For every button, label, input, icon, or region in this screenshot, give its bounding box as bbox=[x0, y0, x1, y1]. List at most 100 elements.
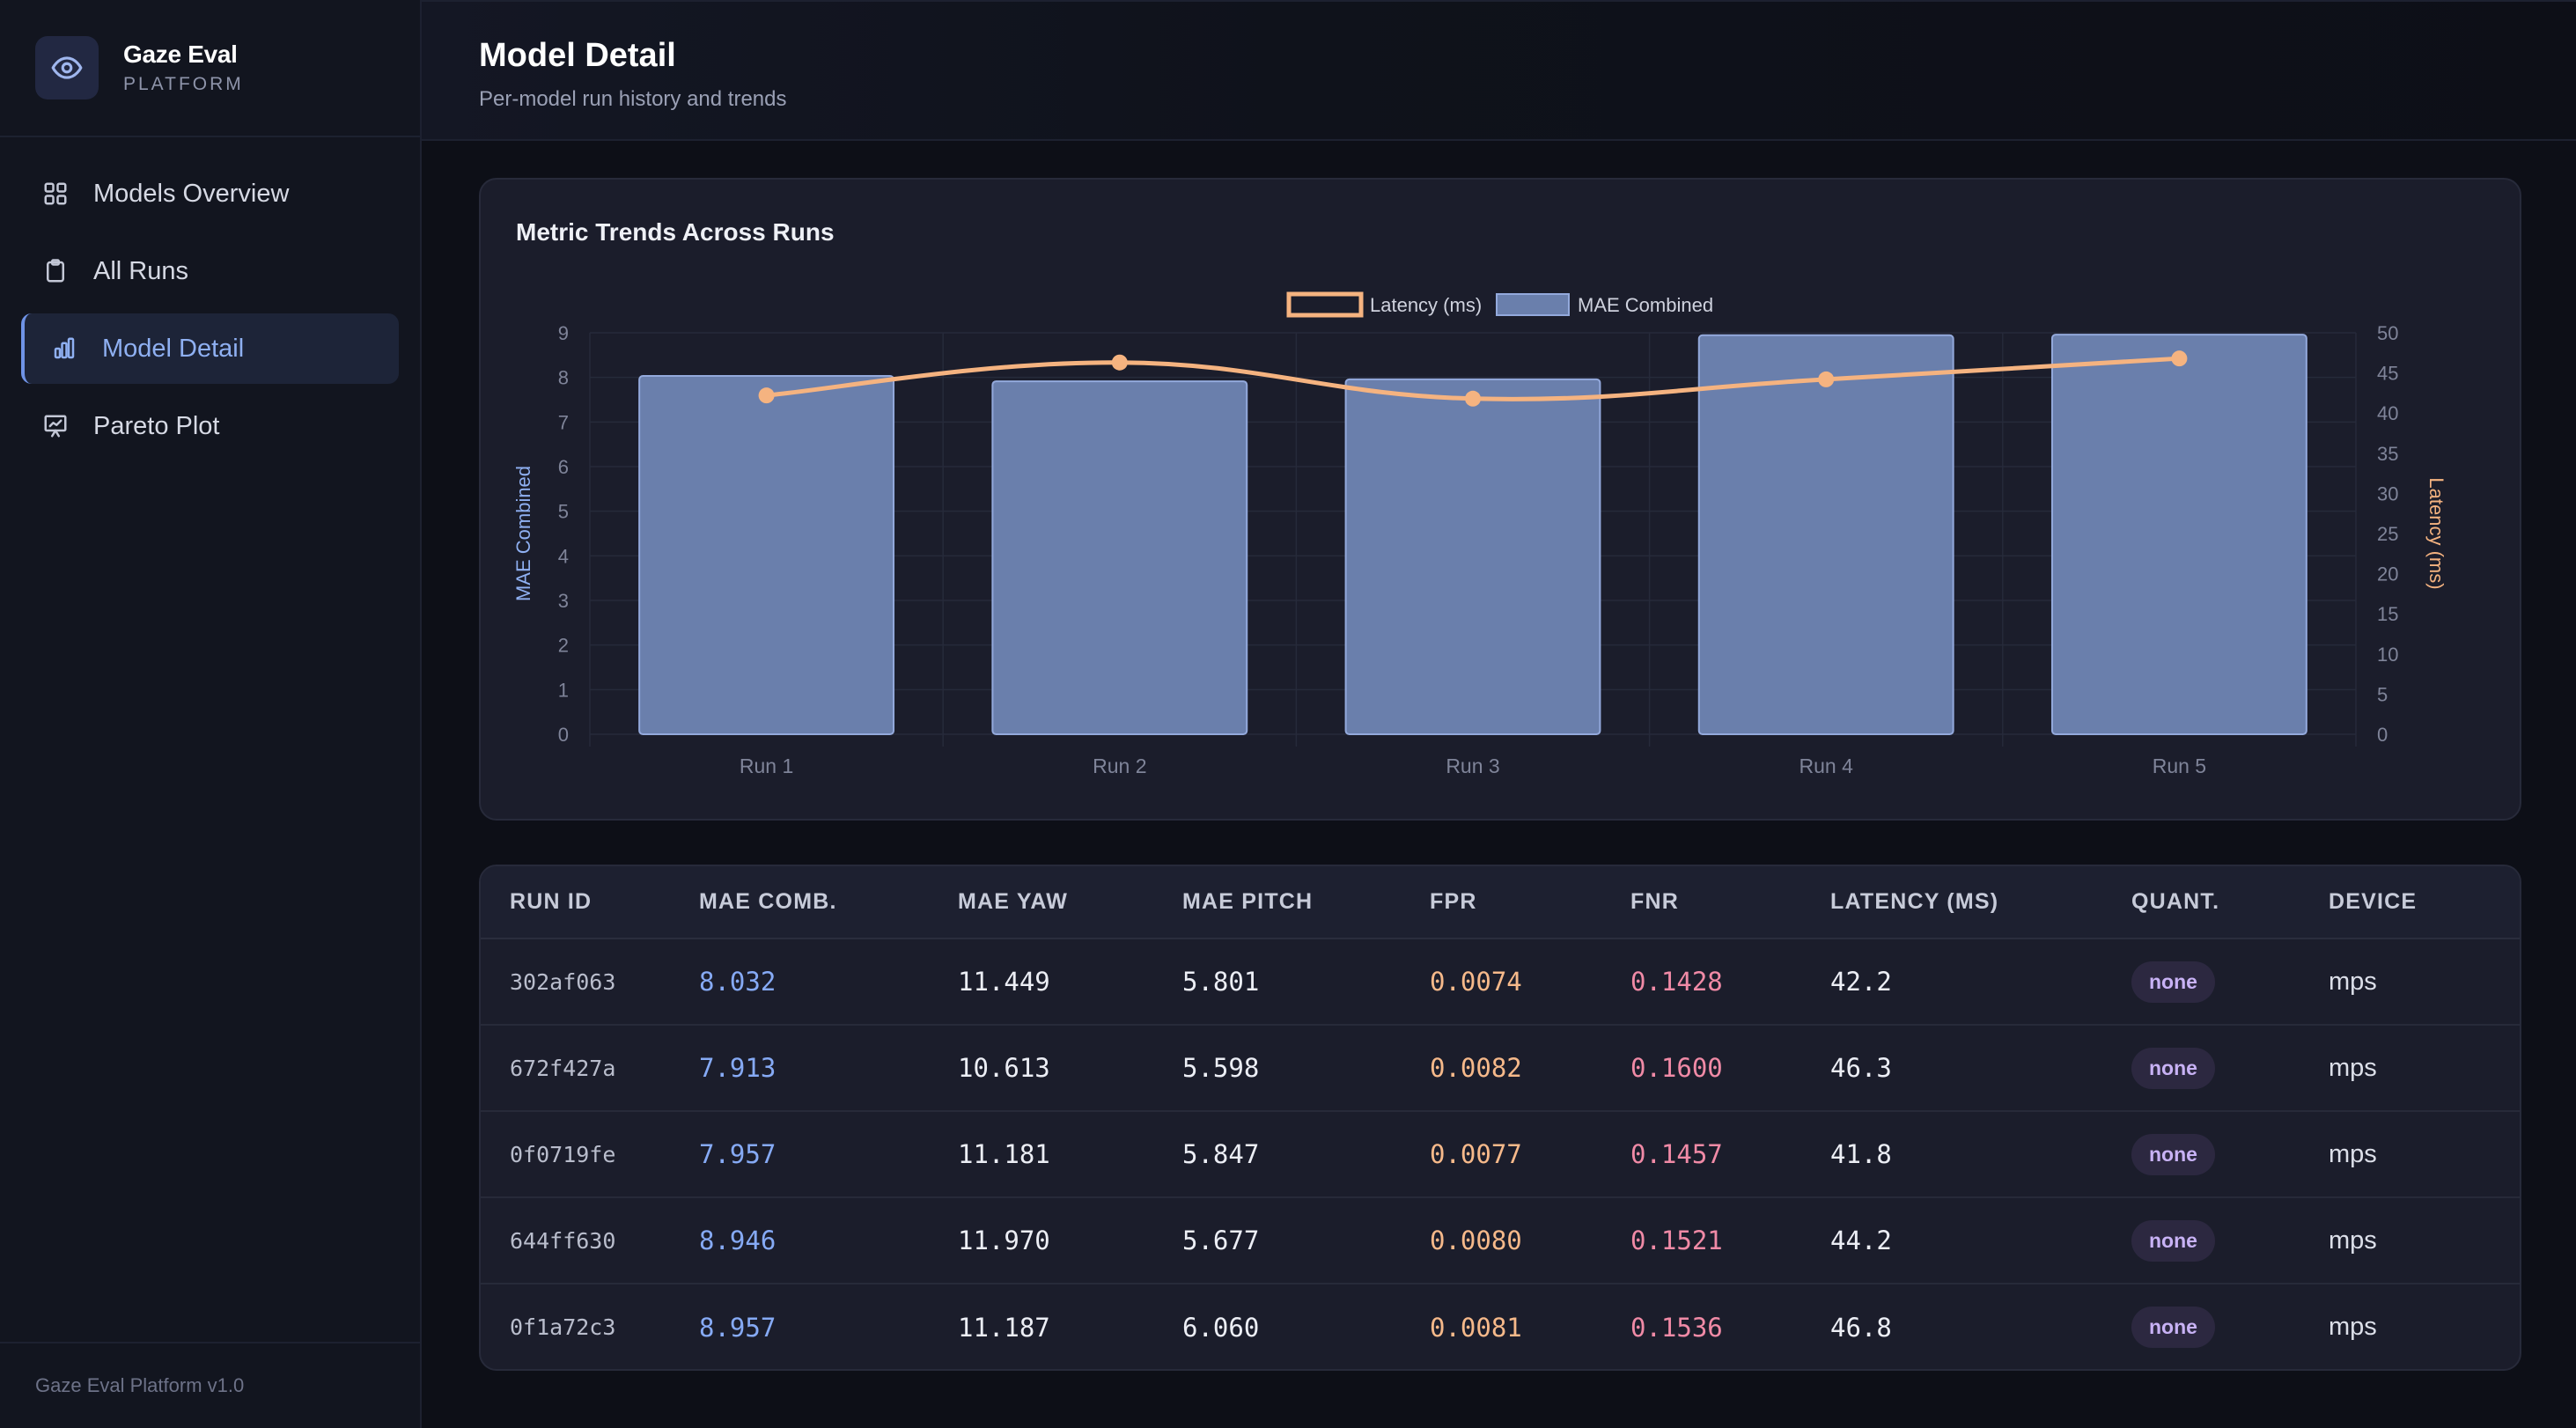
legend-label-mae: MAE Combined bbox=[1578, 294, 1713, 316]
cell-mae-pitch: 5.847 bbox=[1182, 1111, 1430, 1198]
column-header-mae-yaw[interactable]: MAE YAW bbox=[958, 866, 1182, 939]
bar-mae-combined bbox=[1344, 378, 1601, 735]
point-latency bbox=[1465, 390, 1481, 407]
page-subtitle: Per-model run history and trends bbox=[479, 87, 787, 111]
table-body: 302af063 8.032 11.449 5.801 0.0074 0.1428 42.2… bbox=[481, 939, 2520, 1369]
cell-quant: none bbox=[2131, 1025, 2329, 1112]
cell-latency: 42.2 bbox=[1830, 939, 2131, 1026]
brand[interactable]: Gaze Eval PLATFORM bbox=[0, 0, 420, 137]
cell-fpr: 0.0081 bbox=[1430, 1312, 1522, 1343]
cell-run-id: 0f1a72c3 bbox=[510, 1314, 616, 1340]
sidebar-item-label: All Runs bbox=[93, 256, 188, 285]
x-tick-label: Run 5 bbox=[2153, 754, 2206, 777]
column-header-run-id[interactable]: RUN ID bbox=[481, 866, 699, 939]
page-header: Model Detail Per-model run history and t… bbox=[422, 0, 2576, 141]
sidebar-nav: Models Overview All Runs Model Detail Pa… bbox=[0, 137, 420, 461]
cell-run-id: 644ff630 bbox=[481, 1197, 699, 1284]
table-row[interactable]: 302af063 8.032 11.449 5.801 0.0074 0.1428 42.2… bbox=[481, 939, 2520, 1026]
cell-fpr: 0.0082 bbox=[1430, 1025, 1630, 1112]
point-latency bbox=[2171, 350, 2188, 367]
bar-mae-combined bbox=[991, 380, 1248, 735]
presentation-chart-icon bbox=[44, 415, 67, 438]
x-tick-label: Run 2 bbox=[1093, 754, 1146, 777]
cell-mae-pitch: 5.801 bbox=[1182, 939, 1430, 1026]
sidebar: Gaze Eval PLATFORM Models Overview All R… bbox=[0, 0, 422, 1428]
column-header-mae-combined[interactable]: MAE COMB. bbox=[699, 866, 958, 939]
cell-mae-yaw: 11.187 bbox=[958, 1312, 1050, 1343]
cell-fpr: 0.0080 bbox=[1430, 1197, 1630, 1284]
y-tick-label: 8 bbox=[558, 367, 569, 389]
sidebar-item-all-runs[interactable]: All Runs bbox=[21, 236, 399, 306]
cell-mae-pitch: 5.677 bbox=[1182, 1197, 1430, 1284]
cell-mae-combined: 8.032 bbox=[699, 939, 958, 1026]
table-row[interactable]: 644ff630 8.946 11.970 5.677 0.0080 0.1521 44.2… bbox=[481, 1197, 2520, 1284]
x-tick-label: Run 3 bbox=[1446, 754, 1499, 777]
column-header-quant[interactable]: QUANT. bbox=[2131, 866, 2329, 939]
sidebar-item-model-detail[interactable]: Model Detail bbox=[21, 313, 399, 384]
y2-tick-label: 5 bbox=[2377, 683, 2388, 705]
bar-chart-icon bbox=[54, 337, 75, 359]
legend-swatch-mae bbox=[1496, 293, 1570, 316]
clipboard-icon bbox=[47, 259, 64, 283]
y2-tick-label: 0 bbox=[2377, 724, 2388, 746]
cell-quant: none bbox=[2131, 1197, 2329, 1284]
cell-run-id: 672f427a bbox=[481, 1025, 699, 1112]
y2-tick-label: 50 bbox=[2377, 322, 2398, 344]
page-title: Model Detail bbox=[479, 37, 676, 74]
column-header-fnr[interactable]: FNR bbox=[1630, 866, 1830, 939]
cell-latency: 46.8 bbox=[1830, 1312, 1892, 1343]
cell-device: mps bbox=[2329, 1197, 2520, 1284]
column-header-mae-pitch[interactable]: MAE PITCH bbox=[1182, 866, 1430, 939]
cell-fnr: 0.1600 bbox=[1630, 1025, 1830, 1112]
cell-fpr: 0.0074 bbox=[1430, 939, 1630, 1026]
table-row[interactable]: 0f1a72c3 8.957 11.187 6.060 0.0081 0.1536 46.8… bbox=[481, 1284, 2520, 1369]
sidebar-item-pareto-plot[interactable]: Pareto Plot bbox=[21, 391, 399, 461]
cell-mae-combined: 7.957 bbox=[699, 1111, 958, 1198]
cell-device: mps bbox=[2329, 1025, 2520, 1112]
quant-badge: none bbox=[2131, 1219, 2215, 1262]
cell-mae-combined: 7.913 bbox=[699, 1025, 958, 1112]
y-tick-label: 7 bbox=[558, 411, 569, 433]
bar-mae-combined bbox=[638, 375, 895, 736]
sidebar-item-label: Model Detail bbox=[102, 334, 245, 363]
quant-badge: none bbox=[2131, 1133, 2215, 1175]
cell-mae-yaw: 11.449 bbox=[958, 939, 1182, 1026]
y2-tick-label: 35 bbox=[2377, 443, 2398, 465]
point-latency bbox=[758, 387, 775, 404]
cell-mae-yaw: 11.970 bbox=[958, 1197, 1182, 1284]
cell-quant: none bbox=[2131, 939, 2329, 1026]
runs-table-card: RUN ID MAE COMB. MAE YAW MAE PITCH FPR FNR LAT… bbox=[479, 865, 2521, 1371]
y2-tick-label: 45 bbox=[2377, 363, 2398, 385]
y2-tick-label: 10 bbox=[2377, 644, 2398, 666]
table-header-row: RUN ID MAE COMB. MAE YAW MAE PITCH FPR FNR LAT… bbox=[481, 866, 2520, 939]
y2-tick-label: 15 bbox=[2377, 603, 2398, 625]
table-row[interactable]: 672f427a 7.913 10.613 5.598 0.0082 0.1600 46.3… bbox=[481, 1025, 2520, 1112]
legend-label-latency: Latency (ms) bbox=[1370, 294, 1482, 316]
brand-name: Gaze Eval bbox=[123, 40, 238, 68]
cell-latency: 41.8 bbox=[1830, 1111, 2131, 1198]
y2-tick-label: 30 bbox=[2377, 482, 2398, 504]
grid-icon bbox=[44, 182, 67, 205]
cell-fnr: 0.1536 bbox=[1630, 1312, 1723, 1343]
y-tick-label: 9 bbox=[558, 322, 569, 344]
sidebar-item-models-overview[interactable]: Models Overview bbox=[21, 158, 399, 229]
cell-run-id: 302af063 bbox=[481, 939, 699, 1026]
y-tick-label: 4 bbox=[558, 545, 569, 567]
cell-device: mps bbox=[2329, 939, 2520, 1026]
sidebar-item-label: Models Overview bbox=[93, 179, 290, 208]
cell-run-id: 0f0719fe bbox=[481, 1111, 699, 1198]
y-tick-label: 3 bbox=[558, 590, 569, 612]
sidebar-item-label: Pareto Plot bbox=[93, 411, 220, 440]
table-row[interactable]: 0f0719fe 7.957 11.181 5.847 0.0077 0.1457 41.8… bbox=[481, 1111, 2520, 1198]
brand-subtitle: PLATFORM bbox=[123, 74, 244, 94]
cell-quant: none bbox=[2131, 1111, 2329, 1198]
column-header-latency[interactable]: LATENCY (MS) bbox=[1830, 866, 2131, 939]
y-tick-label: 1 bbox=[558, 679, 569, 701]
cell-quant: none bbox=[2131, 1284, 2329, 1369]
cell-device: mps bbox=[2329, 1313, 2377, 1341]
cell-fpr: 0.0077 bbox=[1430, 1111, 1630, 1198]
column-header-fpr[interactable]: FPR bbox=[1430, 866, 1630, 939]
column-header-device[interactable]: DEVICE bbox=[2329, 866, 2520, 939]
quant-badge: none bbox=[2131, 961, 2215, 1003]
